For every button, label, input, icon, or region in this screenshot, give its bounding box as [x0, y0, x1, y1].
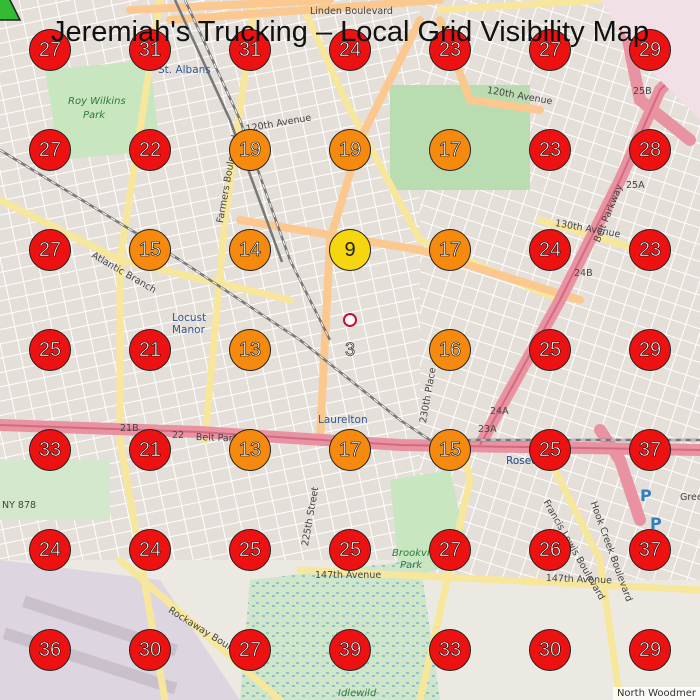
map-label: Brookville: [392, 548, 442, 559]
map-title: Jeremiah's Trucking – Local Grid Visibil…: [50, 16, 650, 48]
grid-marker[interactable]: 9: [329, 229, 371, 271]
grid-marker[interactable]: 25: [529, 329, 571, 371]
map-label: 147th Avenue: [315, 570, 382, 581]
grid-marker[interactable]: 30: [529, 629, 571, 671]
grid-marker[interactable]: 27: [29, 229, 71, 271]
grid-marker[interactable]: 31: [129, 29, 171, 71]
map-label: Park: [400, 560, 423, 571]
grid-marker[interactable]: 23: [429, 29, 471, 71]
map-label: Laurelton: [318, 414, 368, 426]
map-label: Locust: [172, 312, 207, 324]
grid-marker[interactable]: 19: [229, 129, 271, 171]
grid-marker[interactable]: 25: [329, 529, 371, 571]
map-label: Idlewild: [338, 688, 377, 699]
map-label: Manor: [172, 324, 205, 336]
location-pin-icon[interactable]: [343, 313, 357, 327]
grid-marker[interactable]: 19: [329, 129, 371, 171]
grid-marker[interactable]: 37: [629, 429, 671, 471]
grid-marker[interactable]: 24: [529, 229, 571, 271]
map-label: Rose: [506, 455, 532, 467]
grid-marker[interactable]: 36: [29, 629, 71, 671]
grid-marker[interactable]: 29: [629, 629, 671, 671]
grid-marker[interactable]: 25: [29, 329, 71, 371]
map-label: 24B: [574, 268, 593, 279]
map-label: NY 878: [2, 500, 37, 511]
map-label: 24A: [490, 406, 509, 417]
grid-marker[interactable]: 13: [229, 329, 271, 371]
grid-marker[interactable]: 13: [229, 429, 271, 471]
grid-marker[interactable]: 25: [529, 429, 571, 471]
map-label: 21B: [120, 423, 139, 434]
grid-marker[interactable]: 22: [129, 129, 171, 171]
map-label: St. Albans: [158, 64, 211, 76]
grid-marker[interactable]: 24: [329, 29, 371, 71]
grid-marker[interactable]: 27: [29, 129, 71, 171]
marsh-idlewild: [240, 560, 440, 700]
grid-marker[interactable]: 25: [229, 529, 271, 571]
map-label: Gree: [680, 492, 700, 503]
vehicle-value: 3: [344, 339, 356, 360]
grid-marker[interactable]: 24: [29, 529, 71, 571]
grid-marker[interactable]: 16: [429, 329, 471, 371]
grid-marker[interactable]: 27: [29, 29, 71, 71]
map-attribution: North Woodmer: [612, 687, 700, 700]
grid-marker[interactable]: 27: [529, 29, 571, 71]
grid-marker[interactable]: 26: [529, 529, 571, 571]
grid-marker[interactable]: 17: [329, 429, 371, 471]
grid-marker[interactable]: 23: [529, 129, 571, 171]
grid-marker[interactable]: 17: [429, 129, 471, 171]
map-label: P: [640, 486, 652, 505]
grid-marker[interactable]: 21: [129, 429, 171, 471]
grid-marker[interactable]: 29: [629, 29, 671, 71]
grid-marker[interactable]: 33: [429, 629, 471, 671]
map-label: 22: [172, 430, 185, 441]
map-label: P: [650, 514, 662, 533]
grid-marker[interactable]: 24: [129, 529, 171, 571]
grid-marker[interactable]: 39: [329, 629, 371, 671]
vehicle-triangle-icon[interactable]: [0, 0, 23, 23]
grid-marker[interactable]: 31: [229, 29, 271, 71]
grid-marker[interactable]: 27: [429, 529, 471, 571]
grid-marker[interactable]: 27: [229, 629, 271, 671]
grid-marker[interactable]: 28: [629, 129, 671, 171]
map-label: 147th Avenue: [545, 573, 613, 587]
grid-marker[interactable]: 30: [129, 629, 171, 671]
grid-marker[interactable]: 17: [429, 229, 471, 271]
grid-marker[interactable]: 37: [629, 529, 671, 571]
map-label: Roy Wilkins: [68, 96, 126, 107]
map-label: 25A: [626, 180, 645, 191]
grid-marker[interactable]: 23: [629, 229, 671, 271]
map-label: 23A: [478, 424, 497, 435]
map-label: Park: [83, 110, 106, 121]
map-label: 25B: [633, 86, 652, 97]
grid-marker[interactable]: 21: [129, 329, 171, 371]
park-roy-wilkins: [45, 60, 160, 160]
grid-marker[interactable]: 29: [629, 329, 671, 371]
grid-marker[interactable]: 14: [229, 229, 271, 271]
grid-marker[interactable]: 15: [429, 429, 471, 471]
grid-marker[interactable]: 15: [129, 229, 171, 271]
grid-marker[interactable]: 33: [29, 429, 71, 471]
map-label: Linden Boulevard: [310, 6, 393, 17]
